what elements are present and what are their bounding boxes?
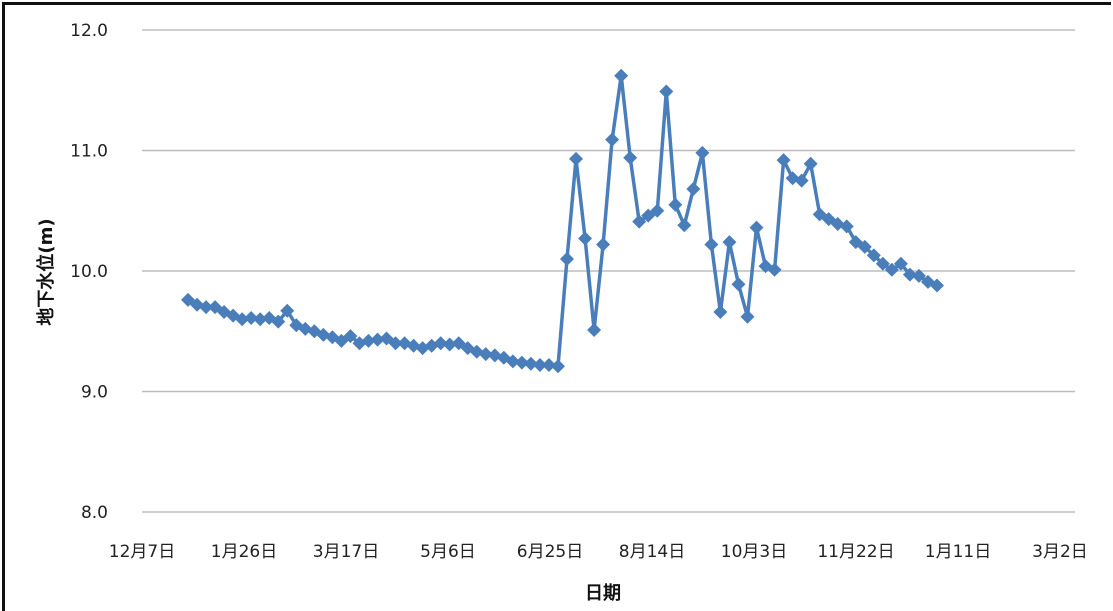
x-tick-label: 3月17日 — [313, 542, 379, 562]
x-tick-label: 10月3日 — [721, 542, 787, 562]
y-tick-label: 10.0 — [70, 262, 108, 282]
x-tick-label: 6月25日 — [517, 542, 583, 562]
data-point-marker — [514, 355, 529, 370]
data-point-marker — [686, 182, 701, 197]
data-point-marker — [803, 156, 818, 171]
data-point-marker — [605, 132, 620, 147]
x-tick-label: 8月14日 — [619, 542, 685, 562]
x-axis-title: 日期 — [585, 583, 621, 604]
data-point-marker — [578, 231, 593, 246]
data-point-marker — [388, 336, 403, 351]
y-tick-label: 12.0 — [70, 21, 108, 41]
data-point-marker — [523, 356, 538, 371]
y-tick-label: 8.0 — [81, 503, 108, 523]
data-point-marker — [875, 256, 890, 271]
data-point-marker — [614, 68, 629, 83]
data-point-marker — [911, 268, 926, 283]
data-point-marker — [550, 359, 565, 374]
data-point-marker — [370, 332, 385, 347]
gridlines — [142, 29, 1075, 513]
x-tick-label: 12月7日 — [109, 542, 175, 562]
data-point-marker — [623, 150, 638, 165]
data-point-marker — [893, 256, 908, 271]
data-point-marker — [433, 336, 448, 351]
data-point-marker — [839, 219, 854, 234]
data-point-marker — [767, 262, 782, 277]
data-point-marker — [749, 220, 764, 235]
x-tick-label: 3月2日 — [1032, 542, 1088, 562]
y-tick-label: 11.0 — [70, 142, 108, 162]
data-point-marker — [884, 262, 899, 277]
data-point-marker — [857, 239, 872, 254]
x-tick-label: 5月6日 — [420, 542, 476, 562]
data-point-marker — [668, 197, 683, 212]
data-point-marker — [740, 309, 755, 324]
data-point-marker — [659, 84, 674, 99]
data-point-marker — [794, 173, 809, 188]
y-tick-labels: 8.0 9.0 10.0 11.0 12.0 — [70, 21, 108, 523]
x-tick-label: 11月22日 — [817, 542, 894, 562]
data-point-marker — [677, 218, 692, 233]
data-point-marker — [632, 214, 647, 229]
data-point-marker — [244, 310, 259, 325]
data-point-marker — [235, 312, 250, 327]
data-point-marker — [722, 235, 737, 250]
x-tick-label: 1月26日 — [211, 542, 277, 562]
data-point-marker — [199, 300, 214, 315]
data-point-marker — [343, 329, 358, 344]
x-tick-label: 1月11日 — [925, 542, 991, 562]
data-point-marker — [361, 333, 376, 348]
data-point-marker — [271, 314, 286, 329]
data-point-marker — [695, 145, 710, 160]
y-tick-label: 9.0 — [81, 383, 108, 403]
data-point-marker — [587, 323, 602, 338]
data-point-marker — [713, 304, 728, 319]
data-point-marker — [866, 248, 881, 263]
data-point-marker — [560, 251, 575, 266]
y-axis-title: 地下水位(m) — [35, 218, 57, 325]
data-point-marker — [532, 357, 547, 372]
data-point-marker — [541, 357, 556, 372]
data-point-marker — [478, 347, 493, 362]
data-point-marker — [650, 203, 665, 218]
data-point-marker — [776, 153, 791, 168]
data-point-marker — [596, 237, 611, 252]
data-point-marker — [569, 151, 584, 166]
data-point-marker — [902, 267, 917, 282]
data-point-marker — [442, 337, 457, 352]
x-tick-labels: 12月7日 1月26日 3月17日 5月6日 6月25日 8月14日 10月3日 11月22日… — [109, 542, 1088, 562]
data-point-marker — [280, 303, 295, 318]
data-point-marker — [253, 312, 268, 327]
data-point-marker — [731, 277, 746, 292]
data-point-marker — [704, 237, 719, 252]
series-markers — [181, 68, 944, 374]
data-point-marker — [930, 278, 944, 293]
data-point-marker — [505, 354, 520, 369]
